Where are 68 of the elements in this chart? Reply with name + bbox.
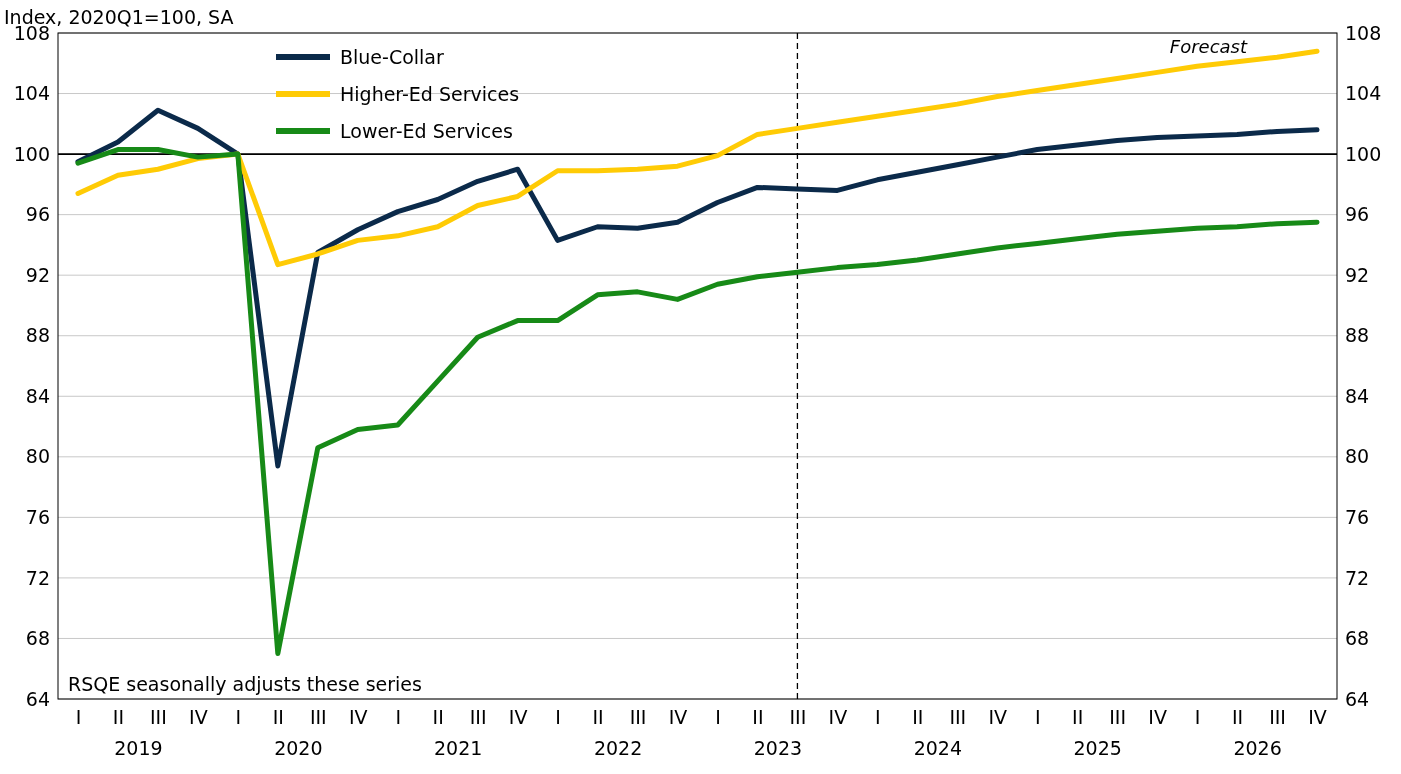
- y2-tick-label: 72: [1345, 566, 1370, 589]
- legend-label: Blue-Collar: [340, 46, 444, 68]
- x2-tick-label: 2024: [913, 737, 962, 760]
- y-tick-label: 72: [25, 566, 50, 589]
- y-tick-label: 64: [25, 687, 50, 710]
- annotation: RSQE seasonally adjusts these series: [68, 673, 422, 695]
- x-tick-label: II: [272, 706, 284, 729]
- x2-tick-label: 2023: [753, 737, 803, 760]
- y2-tick-label: 64: [1345, 687, 1370, 710]
- y2-tick-label: 108: [1345, 21, 1382, 44]
- y2-tick-label: 104: [1345, 82, 1382, 105]
- y2-tick-label: 80: [1345, 445, 1370, 468]
- x-tick-label: II: [112, 706, 125, 729]
- x-tick-label: IV: [189, 706, 208, 729]
- x-tick-label: IV: [1308, 706, 1327, 729]
- y-tick-label: 84: [25, 384, 50, 407]
- x-tick-label: IV: [988, 706, 1008, 729]
- y-tick-label: 76: [25, 505, 50, 528]
- x-tick-label: I: [235, 706, 242, 729]
- x2-tick-label: 2021: [434, 737, 483, 760]
- x-tick-label: I: [1194, 706, 1201, 729]
- annotation: Forecast: [1169, 36, 1248, 57]
- x2-tick-label: 2019: [114, 737, 163, 760]
- y2-tick-label: 84: [1345, 384, 1370, 407]
- x-tick-label: I: [75, 706, 82, 729]
- x-tick-label: I: [555, 706, 561, 729]
- x-tick-label: II: [752, 706, 764, 729]
- x2-tick-label: 2022: [593, 737, 643, 760]
- x2-tick-label: 2025: [1073, 737, 1122, 760]
- x-tick-label: IV: [1148, 706, 1167, 729]
- y-tick-label: 88: [25, 324, 50, 347]
- y-tick-label: 68: [25, 627, 50, 650]
- y-tick-label: 104: [13, 82, 50, 105]
- x-tick-label: II: [912, 706, 924, 729]
- x-tick-label: II: [1072, 706, 1084, 729]
- x-tick-label: III: [789, 706, 807, 729]
- x-tick-label: III: [1109, 706, 1127, 729]
- x-tick-label: II: [432, 706, 444, 729]
- x-tick-label: II: [592, 706, 604, 729]
- x-tick-label: IV: [828, 706, 848, 729]
- x-tick-label: III: [1269, 706, 1286, 729]
- x-tick-label: I: [395, 706, 402, 729]
- legend-label: Higher-Ed Services: [340, 83, 520, 105]
- y2-tick-label: 100: [1345, 142, 1382, 165]
- x2-tick-label: 2020: [274, 737, 323, 760]
- y-tick-label: 100: [13, 142, 50, 165]
- x-tick-label: III: [309, 706, 327, 729]
- x-tick-label: I: [715, 706, 721, 729]
- x2-tick-label: 2026: [1233, 737, 1282, 760]
- x-tick-label: I: [1034, 706, 1041, 729]
- y-tick-label: 80: [25, 445, 50, 468]
- y-tick-label: 92: [25, 263, 50, 286]
- legend-label: Lower-Ed Services: [340, 120, 513, 142]
- y2-tick-label: 68: [1345, 627, 1370, 650]
- x-tick-label: III: [629, 706, 647, 729]
- x-tick-label: IV: [508, 706, 528, 729]
- x-tick-label: III: [150, 706, 167, 729]
- y-tick-label: 96: [25, 203, 50, 226]
- x-tick-label: IV: [348, 706, 368, 729]
- y2-tick-label: 88: [1345, 324, 1370, 347]
- x-tick-label: I: [875, 706, 881, 729]
- x-tick-label: III: [949, 706, 967, 729]
- x-tick-label: II: [1231, 706, 1244, 729]
- x-tick-label: III: [469, 706, 487, 729]
- x-tick-label: IV: [668, 706, 688, 729]
- y2-tick-label: 76: [1345, 505, 1370, 528]
- y2-tick-label: 92: [1345, 263, 1370, 286]
- y2-tick-label: 96: [1345, 203, 1370, 226]
